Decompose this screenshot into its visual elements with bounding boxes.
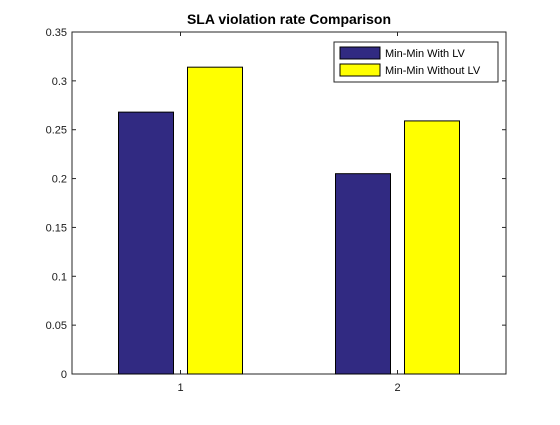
legend-swatch-without-lv bbox=[339, 63, 381, 77]
chart-title: SLA violation rate Comparison bbox=[187, 11, 391, 27]
y-tick-label: 0 bbox=[61, 369, 67, 381]
legend-label-without-lv: Min-Min Without LV bbox=[385, 65, 481, 77]
bar-without-lv-2 bbox=[404, 120, 460, 375]
legend: Min-Min With LV Min-Min Without LV bbox=[333, 41, 499, 83]
bar-without-lv-1 bbox=[187, 66, 243, 375]
x-tick-label: 1 bbox=[177, 382, 183, 394]
y-tick-label: 0.1 bbox=[52, 271, 67, 283]
bar-with-lv-1 bbox=[118, 111, 174, 375]
y-axis: 0 0.05 0.1 0.15 0.2 0.25 0.3 0.35 bbox=[46, 27, 506, 381]
legend-swatch-with-lv bbox=[339, 46, 381, 60]
y-tick-label: 0.3 bbox=[52, 76, 67, 88]
y-tick-label: 0.15 bbox=[46, 222, 67, 234]
bars-group bbox=[118, 66, 460, 375]
legend-label-with-lv: Min-Min With LV bbox=[385, 48, 466, 60]
y-tick-label: 0.35 bbox=[46, 27, 67, 39]
y-tick-label: 0.25 bbox=[46, 125, 67, 137]
bar-with-lv-2 bbox=[335, 173, 391, 375]
y-tick-label: 0.2 bbox=[52, 174, 67, 186]
x-tick-label: 2 bbox=[394, 382, 400, 394]
y-tick-label: 0.05 bbox=[46, 320, 67, 332]
